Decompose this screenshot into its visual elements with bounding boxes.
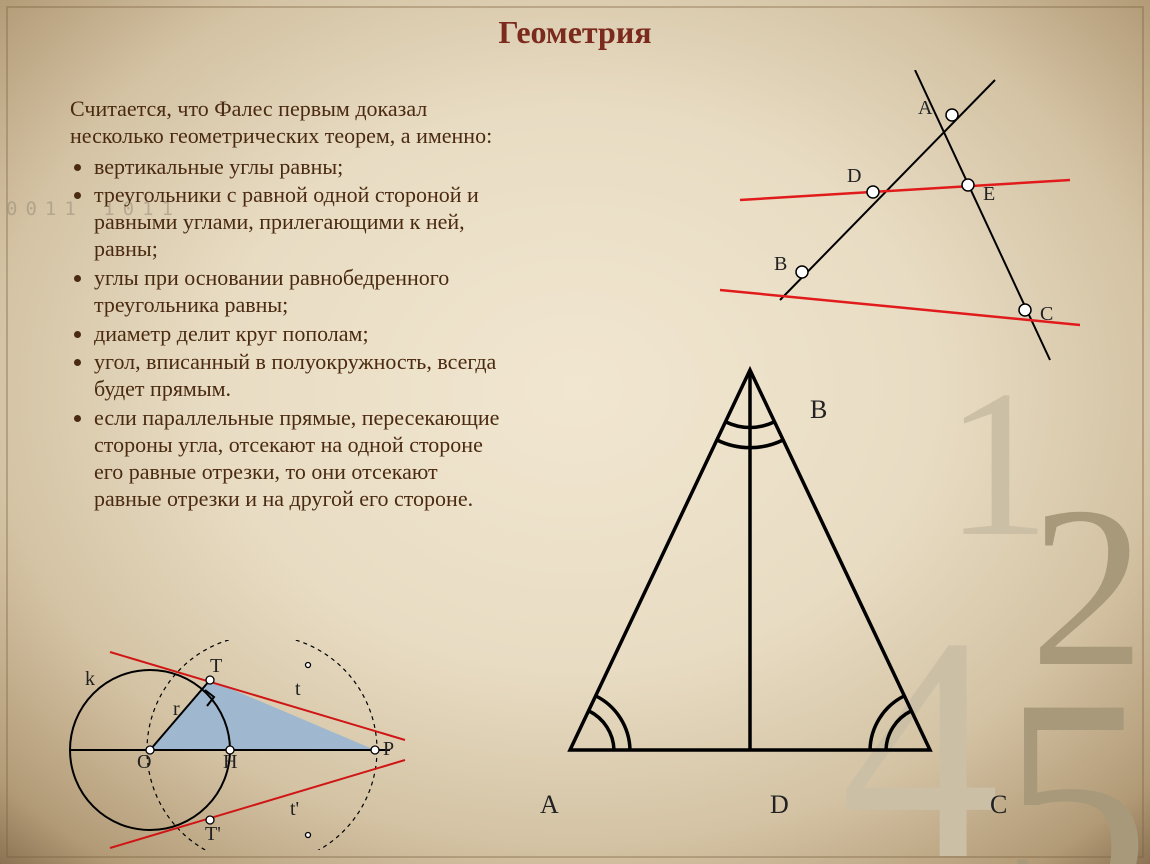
label-t: t (295, 678, 301, 700)
label-r: r (173, 698, 180, 720)
label-D: D (847, 165, 861, 187)
isosceles-triangle-diagram (510, 350, 990, 790)
vertex-B: B (810, 395, 827, 425)
label-B: B (774, 253, 787, 275)
intro-paragraph: Считается, что Фалес первым доказал неск… (70, 96, 500, 150)
body-text: Считается, что Фалес первым доказал неск… (70, 96, 500, 514)
label-A: A (918, 97, 933, 119)
list-item: диаметр делит круг пополам; (94, 321, 500, 348)
vertex-C: C (990, 790, 1007, 820)
vertex-A: A (540, 790, 559, 820)
circle-tangent-diagram: O H P T T' k r t t' (55, 640, 425, 850)
theorem-list: вертикальные углы равны; треугольники с … (70, 154, 500, 513)
label-H: H (223, 751, 237, 773)
list-item: углы при основании равнобедренного треуг… (94, 265, 500, 319)
label-O: O (137, 751, 151, 773)
label-k: k (85, 668, 95, 690)
label-Tp: T' (205, 823, 221, 845)
list-item: если параллельные прямые, пересекающие с… (94, 405, 500, 512)
label-tp: t' (290, 798, 299, 820)
slide: 1 2 4 5 Геометрия 0011 1011 Считается, ч… (0, 0, 1150, 864)
thales-diagram: A D E B C (700, 70, 1090, 370)
list-item: угол, вписанный в полуокружность, всегда… (94, 349, 500, 403)
vertex-D: D (770, 790, 789, 820)
label-C: C (1040, 303, 1053, 325)
list-item: вертикальные углы равны; (94, 154, 500, 181)
label-P: P (383, 738, 394, 760)
label-E: E (983, 183, 995, 205)
list-item: треугольники с равной одной стороной и р… (94, 182, 500, 262)
slide-title: Геометрия (0, 14, 1150, 51)
label-T: T (210, 655, 222, 677)
